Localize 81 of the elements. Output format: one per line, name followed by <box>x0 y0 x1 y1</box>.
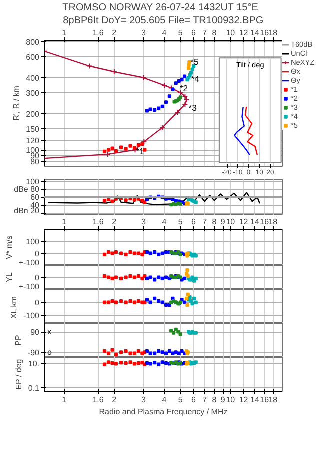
chart-subtitle: 8pBP6It DoY= 205.605 File= TR100932.BPG <box>63 16 264 26</box>
y-tick-label: 150 <box>26 124 40 134</box>
y-axis-title: YL <box>4 272 14 282</box>
x-tick-label: 1.6 <box>92 218 104 226</box>
x-tick-label: 2 <box>112 28 118 38</box>
x-tick-label: 1 <box>62 28 68 38</box>
x-tick-label: 18 <box>268 396 278 404</box>
x-tick-label: 16 <box>260 218 270 226</box>
y-tick-label: 400 <box>26 74 40 83</box>
x-tick-label: 12 <box>239 396 249 404</box>
x-tick-label: 5 <box>178 218 184 226</box>
x-tick-label: 6 <box>192 396 197 404</box>
y-tick-label: -100 <box>23 312 40 321</box>
x-tick-label: 8 <box>212 28 218 38</box>
x-tick-label: 2 <box>112 218 118 226</box>
y-axis-title: PP <box>14 335 23 346</box>
annotation: *4 <box>191 74 200 84</box>
y-axis-title: V* m/s <box>4 236 14 260</box>
y-axis-title: XL km <box>9 296 18 319</box>
x-tick-label: 4 <box>162 28 168 38</box>
y-tick-label: 10. <box>28 359 40 368</box>
y-tick-label: dBn 20 <box>14 206 40 216</box>
x-tick-label: 14 <box>250 396 260 404</box>
x-tick-label: 3 <box>141 28 146 38</box>
x-tick-label: 7 <box>202 28 208 38</box>
x-tick-label: 10 <box>226 28 236 38</box>
x-tick-label: 1 <box>62 218 68 226</box>
x-tick-label: 8 <box>212 218 218 226</box>
x-tick-label: 1 <box>62 396 68 404</box>
x-tick-label: 1.6 <box>92 396 104 404</box>
annotation: x <box>48 328 52 336</box>
x-tick-label: 12 <box>239 28 249 38</box>
x-tick-label: 18 <box>268 218 278 226</box>
annotation: *5 <box>190 56 200 67</box>
x-tick-label: 18 <box>268 28 278 38</box>
y-axis-title: R', R / km <box>12 86 22 121</box>
y-tick-label: -90 <box>28 348 40 358</box>
y-tick-label: 120 <box>26 136 40 146</box>
x-tick-label: 3 <box>141 396 146 404</box>
annotation: *1 <box>136 146 144 157</box>
y-tick-label: 90 <box>30 328 40 337</box>
x-tick-label: 7 <box>202 218 208 226</box>
x-tick-label: 1.6 <box>92 28 104 38</box>
x-tick-label: 7 <box>202 396 208 404</box>
x-tick-label: 6 <box>192 218 197 226</box>
x-tick-label: 14 <box>250 218 260 226</box>
y-tick-label: 100 <box>26 238 40 246</box>
y-tick-label: 0.1 <box>28 384 40 393</box>
y-tick-label: 0 <box>35 298 40 308</box>
x-tick-label: 5 <box>178 28 184 38</box>
y-axis-title: EP / deg <box>14 359 24 390</box>
chart-title: TROMSO NORWAY 26-07-24 1432UT 15°E <box>62 2 259 14</box>
x-tick-label: 8 <box>212 396 218 404</box>
y-tick-label: 800 <box>26 38 40 47</box>
x-tick-label: 16 <box>260 396 270 404</box>
x-tick-label: 10 <box>226 396 236 404</box>
y-tick-label: 200 <box>26 110 40 119</box>
x-tick-label: 5 <box>178 396 184 404</box>
x-tick-label: 4 <box>162 218 168 226</box>
x-tick-label: 6 <box>192 28 197 38</box>
y-tick-label: 0 <box>35 274 40 282</box>
annotation: *2 <box>180 84 188 94</box>
x-tick-label: 10 <box>226 218 236 226</box>
y-tick-label: 60 <box>30 193 40 202</box>
y-tick-label: 80 <box>30 158 40 167</box>
x-tick-label: 9 <box>220 218 226 226</box>
x-tick-label: 4 <box>162 396 168 404</box>
x-tick-label: 3 <box>141 218 146 226</box>
y-tick-label: 100 <box>26 178 40 186</box>
y-tick-label: dBe 80 <box>14 184 40 194</box>
y-tick-label: 0 <box>35 250 40 258</box>
x-tick-label: 14 <box>250 28 260 38</box>
annotation: o <box>48 348 52 357</box>
x-axis-title: Radio and Plasma Frequency / MHz <box>99 408 228 416</box>
y-tick-label: 300 <box>26 88 40 98</box>
annotation: *3 <box>188 102 198 113</box>
x-tick-label: 12 <box>239 218 249 226</box>
x-tick-label: 2 <box>112 396 118 404</box>
y-tick-label: 600 <box>26 52 40 62</box>
x-tick-label: 16 <box>260 28 270 38</box>
x-tick-label: 9 <box>220 396 226 404</box>
